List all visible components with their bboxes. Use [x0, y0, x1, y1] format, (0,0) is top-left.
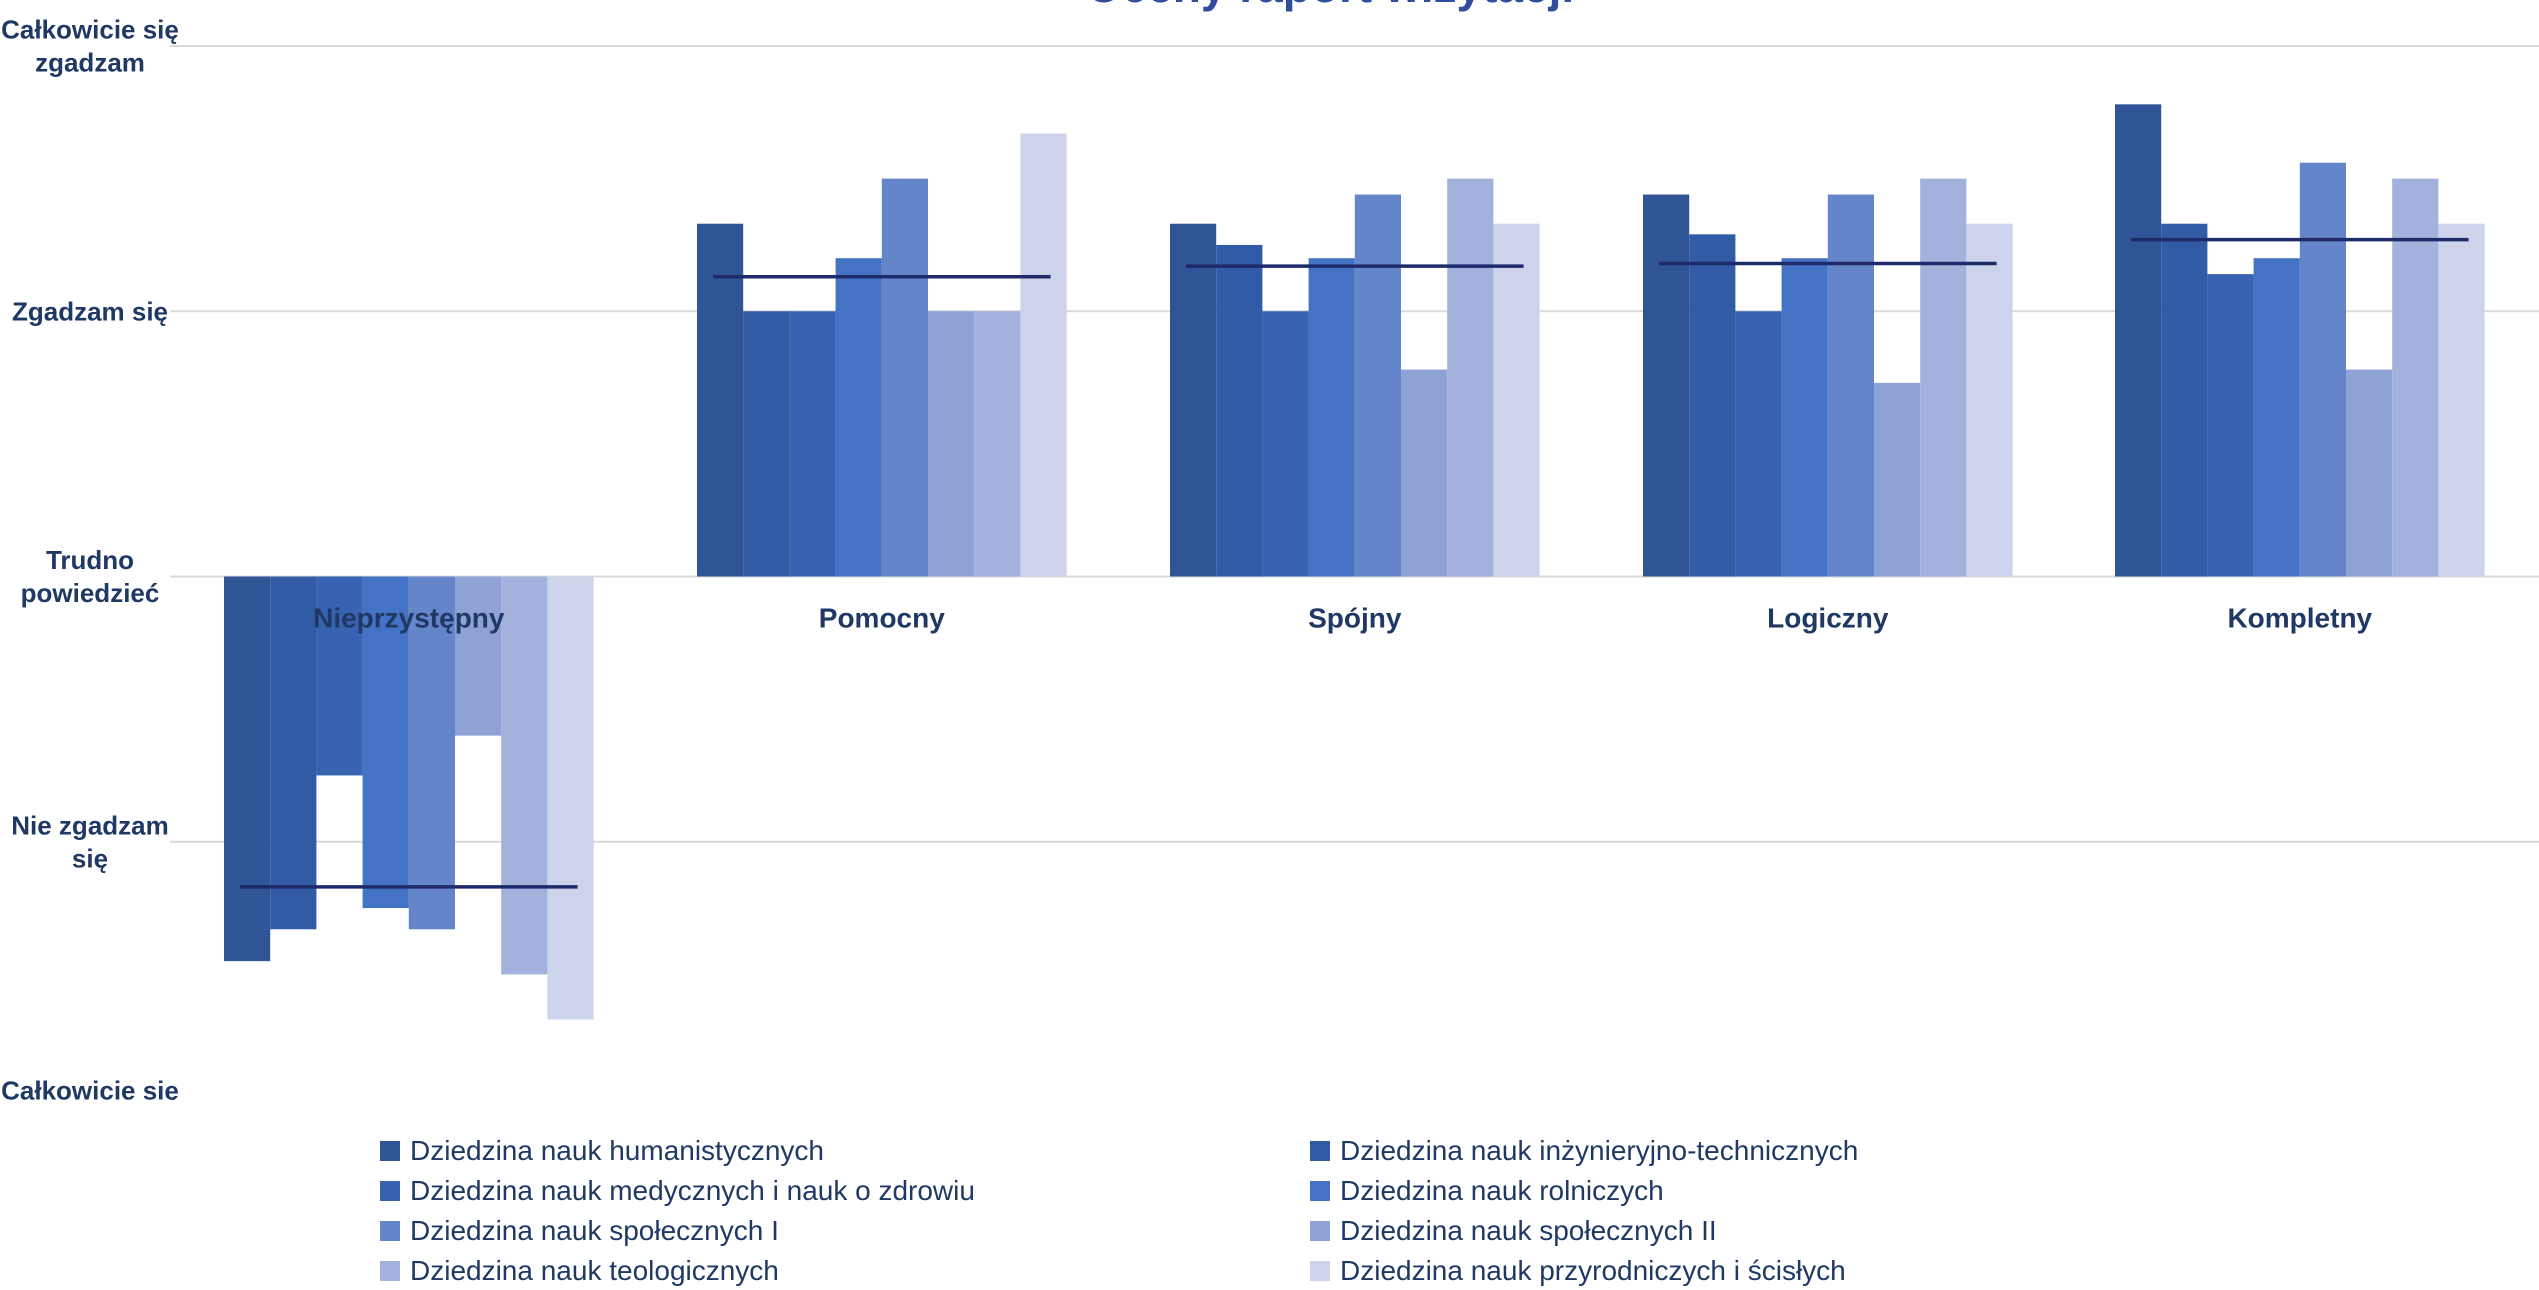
y-tick-label: Zgadzam się: [12, 296, 168, 326]
bar: [2346, 369, 2393, 577]
bar: [1920, 178, 1967, 577]
bar: [835, 258, 882, 577]
legend-item: Dziedzina nauk społecznych II: [1310, 1212, 2240, 1250]
legend-label: Dziedzina nauk przyrodniczych i ścisłych: [1340, 1255, 1846, 1286]
legend-label: Dziedzina nauk humanistycznych: [410, 1135, 824, 1166]
legend-label: Dziedzina nauk inżynieryjno-technicznych: [1340, 1135, 1859, 1166]
chart-svg: Oceny raport wizytacji Całkowicie sięzga…: [1, 0, 2539, 1139]
bar: [1308, 258, 1355, 577]
bar: [408, 576, 455, 930]
legend-item: Dziedzina nauk społecznych I: [380, 1212, 1310, 1250]
bar: [270, 576, 317, 930]
bar: [789, 311, 836, 577]
legend-swatch: [1310, 1141, 1330, 1161]
legend: Dziedzina nauk humanistycznych Dziedzina …: [380, 1132, 2280, 1290]
legend-swatch: [380, 1141, 400, 1161]
bar: [974, 311, 1021, 577]
y-tick-label: Całkowicie się zgadzam: [1, 15, 179, 78]
legend-label: Dziedzina nauk teologicznych: [410, 1255, 779, 1286]
bar: [1689, 234, 1736, 577]
y-tick-label: Całkowicie sięnie zgadzam: [1, 1076, 179, 1101]
bar: [1447, 178, 1494, 577]
bar: [547, 576, 594, 1020]
bar: [316, 576, 363, 776]
bar: [1216, 244, 1263, 577]
bar: [2115, 104, 2162, 577]
legend-item: Dziedzina nauk medycznych i nauk o zdrow…: [380, 1172, 1310, 1210]
category-label: Nieprzystępny: [313, 603, 505, 634]
category-labels: Nieprzystępny Pomocny Spójny Logiczny Komple…: [313, 603, 2372, 634]
bar: [1781, 258, 1828, 577]
legend-label: Dziedzina nauk medycznych i nauk o zdrow…: [410, 1175, 975, 1206]
bar: [1874, 382, 1921, 577]
bar: [2438, 223, 2485, 577]
legend-item: Dziedzina nauk rolniczych: [1310, 1172, 2240, 1210]
bar: [881, 178, 928, 577]
y-tick-label: Trudno powiedzieć: [21, 545, 160, 608]
bar: [1966, 223, 2013, 577]
bar: [1170, 223, 1217, 577]
legend-swatch: [1310, 1181, 1330, 1201]
bar: [2207, 274, 2254, 577]
average-lines: [240, 237, 2469, 889]
bar: [455, 576, 502, 736]
legend-item: Dziedzina nauk teologicznych: [380, 1252, 1310, 1290]
bar: [1401, 369, 1448, 577]
category-label: Logiczny: [1767, 603, 1889, 634]
bar: [224, 576, 271, 962]
legend-item: Dziedzina nauk inżynieryjno-technicznych: [1310, 1132, 2240, 1170]
bar: [1493, 223, 1540, 577]
legend-label: Dziedzina nauk społecznych I: [410, 1215, 779, 1246]
chart-title: Oceny raport wizytacji: [1086, 0, 1574, 12]
bar: [743, 311, 790, 577]
y-tick-label: Nie zgadzam się: [11, 810, 169, 873]
legend-swatch: [1310, 1261, 1330, 1281]
bars: [224, 104, 2485, 1020]
bar: [1643, 194, 1690, 577]
bar: [1735, 311, 1782, 577]
legend-swatch: [380, 1181, 400, 1201]
legend-swatch: [380, 1221, 400, 1241]
bar: [1827, 194, 1874, 577]
bar: [2392, 178, 2439, 577]
category-label: Pomocny: [819, 603, 945, 634]
legend-swatch: [1310, 1221, 1330, 1241]
bar: [1020, 133, 1067, 577]
bar: [1262, 311, 1309, 577]
legend-item: Dziedzina nauk przyrodniczych i ścisłych: [1310, 1252, 2240, 1290]
bar: [2253, 258, 2300, 577]
bar: [928, 311, 975, 577]
bar: [697, 223, 744, 577]
legend-label: Dziedzina nauk rolniczych: [1340, 1175, 1664, 1206]
category-label: Kompletny: [2227, 603, 2372, 634]
bar: [2299, 162, 2346, 577]
legend-item: Dziedzina nauk humanistycznych: [380, 1132, 1310, 1170]
bar: [501, 576, 548, 975]
category-label: Spójny: [1308, 603, 1402, 634]
legend-swatch: [380, 1261, 400, 1281]
bar: [1354, 194, 1401, 577]
bar: [362, 576, 409, 909]
y-axis-labels: Całkowicie się zgadzam Zgadzam się Trudno po…: [1, 15, 179, 1139]
legend-label: Dziedzina nauk społecznych II: [1340, 1215, 1717, 1246]
bar: [2161, 223, 2208, 577]
